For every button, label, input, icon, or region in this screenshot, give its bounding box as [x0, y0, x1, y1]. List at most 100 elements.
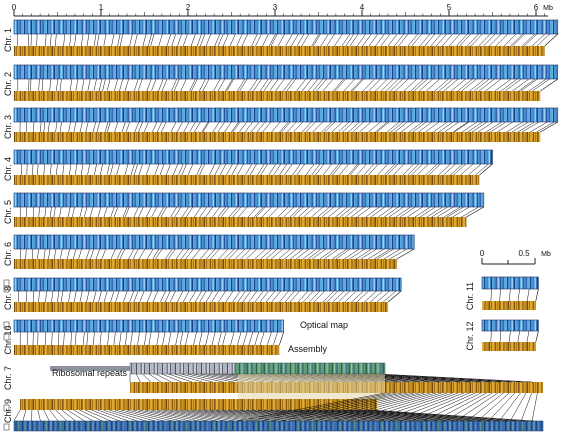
alignment-line: [376, 121, 390, 133]
alignment-line: [137, 331, 140, 346]
alignment-line: [376, 248, 394, 260]
alignment-line: [73, 409, 94, 422]
alignment-line: [214, 163, 221, 176]
alignment-line: [125, 121, 131, 133]
alignment-line: [165, 163, 171, 176]
alignment-line: [146, 78, 152, 92]
alignment-line: [202, 121, 210, 133]
alignment-line: [453, 121, 468, 133]
alignment-line: [344, 248, 360, 260]
alignment-line: [229, 33, 236, 47]
alignment-line: [479, 163, 493, 176]
alignment-line: [91, 409, 120, 422]
alignment-line: [180, 409, 253, 422]
alignment-line: [380, 33, 391, 47]
alignment-line: [387, 290, 402, 303]
alignment-line: [103, 409, 138, 422]
alignment-line: [134, 121, 140, 133]
telomere-marker: [3, 279, 10, 287]
alignment-line: [419, 78, 433, 92]
alignment-line: [249, 78, 258, 92]
small-scale-tick-0: 0: [480, 249, 485, 258]
alignment-line: [263, 409, 376, 422]
alignment-line: [232, 121, 241, 133]
alignment-line: [299, 409, 429, 422]
alignment-line: [345, 206, 359, 218]
alignment-line: [290, 248, 304, 260]
alignment-line: [296, 163, 305, 176]
alignment-line: [349, 163, 360, 176]
alignment-line: [254, 331, 260, 346]
alignment-line: [220, 206, 230, 218]
alignment-line: [512, 78, 530, 92]
alignment-line: [510, 392, 527, 422]
alignment-line: [251, 33, 258, 47]
optical-map-bar: [481, 319, 539, 332]
alignment-line: [223, 33, 229, 47]
alignment-line: [110, 290, 115, 303]
alignment-line: [301, 121, 312, 133]
alignment-line: [159, 163, 165, 176]
alignment-line: [375, 78, 388, 92]
alignment-line: [411, 33, 422, 47]
alignment-line: [356, 163, 367, 176]
alignment-line: [365, 206, 380, 218]
alignment-line: [349, 33, 359, 47]
alignment-line: [352, 121, 364, 133]
alignment-line: [434, 78, 449, 92]
alignment-line: [291, 33, 299, 47]
alignment-line: [443, 78, 459, 92]
alignment-line: [364, 290, 377, 303]
alignment-line: [205, 206, 214, 218]
alignment-line: [156, 121, 163, 133]
alignment-line: [225, 78, 233, 92]
alignment-line: [396, 248, 415, 260]
alignment-line: [106, 163, 110, 176]
alignment-line: [37, 163, 39, 176]
alignment-line: [292, 206, 304, 218]
alignment-line: [168, 331, 172, 346]
alignment-line: [414, 206, 431, 218]
alignment-line: [60, 290, 64, 303]
alignment-line: [240, 248, 251, 260]
alignment-line: [226, 78, 235, 92]
alignment-line: [79, 290, 83, 303]
alignment-line: [51, 290, 54, 303]
alignment-line: [398, 33, 409, 47]
alignment-line: [171, 78, 177, 92]
alignment-line: [490, 121, 507, 133]
alignment-line: [438, 78, 454, 92]
alignment-line: [536, 33, 550, 47]
alignment-line: [133, 290, 139, 303]
alignment-line: [98, 290, 102, 303]
alignment-line: [322, 290, 334, 303]
alignment-line: [139, 290, 145, 303]
alignment-line: [181, 163, 187, 176]
alignment-line: [101, 248, 107, 260]
alignment-line: [175, 248, 184, 260]
alignment-line: [471, 121, 488, 133]
alignment-line: [22, 409, 27, 422]
alignment-line: [431, 206, 448, 218]
telomere-marker: [3, 285, 10, 293]
alignment-line: [365, 409, 526, 422]
alignment-line: [115, 290, 120, 303]
alignment-line: [234, 248, 246, 260]
alignment-line: [412, 121, 427, 133]
alignment-line: [376, 290, 390, 303]
alignment-line: [226, 163, 233, 176]
alignment-line: [166, 33, 172, 47]
alignment-line: [187, 163, 194, 176]
alignment-line: [232, 290, 241, 303]
alignment-line: [254, 290, 264, 303]
alignment-line: [341, 409, 491, 422]
alignment-line: [123, 290, 128, 303]
alignment-line: [530, 121, 548, 133]
alignment-line: [202, 78, 210, 92]
alignment-line: [212, 121, 220, 133]
alignment-line: [206, 248, 216, 260]
alignment-line: [270, 392, 402, 422]
optical-map-bar: [234, 362, 386, 375]
alignment-line: [343, 78, 356, 92]
alignment-line: [109, 409, 147, 422]
